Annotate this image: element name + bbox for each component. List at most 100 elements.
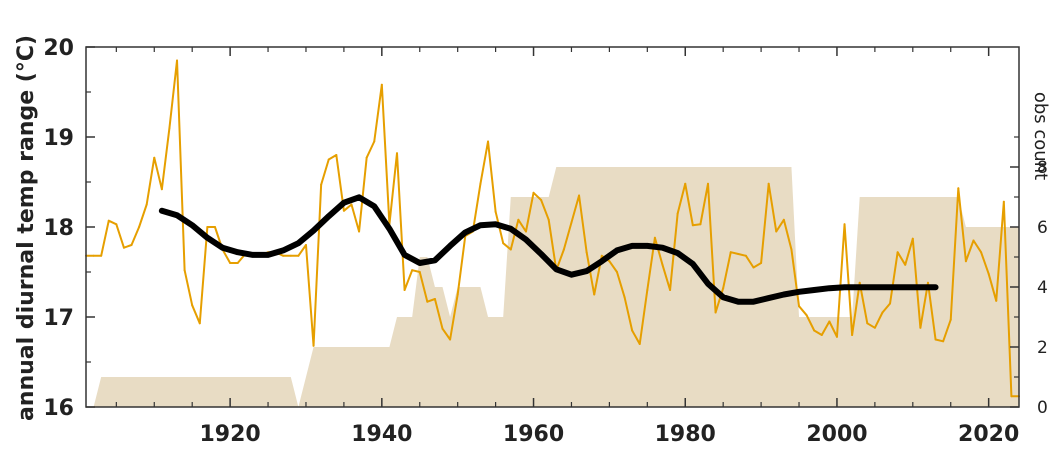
annual-point: [600, 254, 603, 257]
annual-point: [403, 289, 406, 291]
annual-point: [684, 182, 687, 185]
annual-point: [661, 263, 664, 266]
annual-point: [881, 311, 884, 314]
y-tick-label: 18: [43, 216, 74, 241]
annual-point: [327, 158, 330, 161]
annual-point: [532, 191, 535, 194]
annual-point: [699, 223, 702, 226]
annual-point: [373, 140, 376, 143]
annual-point: [335, 154, 338, 156]
annual-point: [115, 223, 118, 226]
x-tick-label: 1960: [503, 422, 564, 447]
annual-point: [585, 251, 588, 254]
y-axis-label: annual diurnal temp range (°C): [14, 35, 39, 421]
annual-point: [229, 262, 232, 264]
annual-point: [858, 281, 861, 284]
annual-point: [957, 187, 960, 190]
annual-point: [767, 182, 770, 185]
annual-point: [798, 305, 801, 308]
annual-point: [145, 203, 148, 206]
annual-point: [213, 226, 216, 228]
annual-point: [100, 254, 103, 257]
annual-point: [805, 314, 808, 317]
annual-point: [828, 320, 831, 323]
annual-point: [752, 266, 755, 269]
annual-point: [851, 334, 854, 336]
x-tick-label: 2020: [958, 422, 1019, 447]
y2-tick-label: 0: [1037, 398, 1048, 418]
annual-point: [942, 340, 945, 343]
annual-point: [426, 300, 429, 303]
annual-point: [615, 271, 618, 273]
annual-point: [547, 218, 550, 221]
annual-point: [130, 244, 133, 246]
annual-point: [889, 302, 892, 305]
annual-point: [236, 262, 239, 264]
annual-point: [964, 260, 967, 263]
annual-point: [433, 298, 436, 300]
annual-point: [737, 253, 740, 255]
annual-point: [669, 289, 672, 291]
annual-point: [904, 263, 907, 266]
annual-point: [775, 230, 778, 233]
annual-point: [456, 293, 459, 296]
annual-point: [691, 224, 694, 227]
annual-point: [653, 236, 656, 239]
annual-point: [570, 221, 573, 224]
annual-point: [411, 269, 414, 272]
x-tick-label: 1940: [351, 422, 412, 447]
y-tick-label: 19: [43, 126, 74, 151]
annual-point: [153, 156, 156, 159]
annual-point: [396, 152, 398, 155]
annual-point: [107, 219, 110, 222]
annual-point: [502, 242, 505, 245]
annual-point: [911, 237, 914, 240]
annual-point: [198, 322, 201, 325]
annual-point: [744, 254, 747, 257]
annual-point: [729, 251, 732, 254]
annual-point: [873, 326, 876, 329]
annual-point: [524, 230, 527, 233]
y-tick-label: 17: [43, 306, 74, 331]
annual-point: [494, 210, 497, 213]
x-tick-label: 1980: [655, 422, 716, 447]
annual-point: [160, 188, 163, 191]
annual-point: [949, 318, 952, 321]
annual-point: [1010, 395, 1013, 398]
annual-point: [365, 156, 368, 159]
annual-point: [676, 212, 679, 215]
annual-point: [304, 244, 307, 246]
annual-point: [517, 218, 520, 221]
annual-point: [441, 327, 444, 330]
annual-point: [972, 239, 975, 242]
y2-tick-label: 2: [1037, 338, 1048, 358]
annual-point: [707, 182, 709, 185]
annual-point: [358, 230, 361, 233]
annual-point: [714, 311, 717, 314]
annual-point: [206, 226, 209, 228]
annual-point: [138, 226, 141, 228]
annual-point: [92, 254, 95, 257]
annual-point: [638, 343, 641, 345]
annual-point: [919, 326, 922, 329]
y2-tick-label: 4: [1037, 278, 1048, 298]
annual-point: [866, 322, 869, 325]
annual-point: [509, 248, 512, 251]
plot-area: [85, 59, 1020, 407]
annual-point: [578, 194, 581, 197]
annual-point: [562, 248, 565, 251]
smoothed-series-line: [158, 194, 939, 305]
annual-point: [487, 140, 490, 143]
annual-point: [820, 334, 823, 336]
annual-point: [380, 83, 383, 86]
annual-point: [631, 329, 634, 332]
annual-point: [168, 127, 171, 129]
annual-point: [934, 338, 937, 341]
x-tick-label: 1920: [200, 422, 261, 447]
annual-point: [835, 335, 838, 338]
annual-point: [926, 281, 929, 284]
annual-point: [813, 329, 816, 332]
annual-point: [122, 246, 125, 249]
